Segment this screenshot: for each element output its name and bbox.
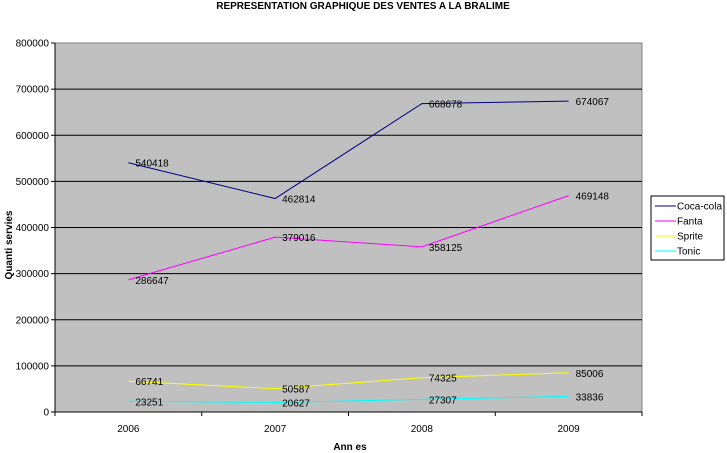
chart-title: REPRESENTATION GRAPHIQUE DES VENTES A LA… (216, 1, 510, 12)
x-tick-label: 2008 (411, 424, 434, 435)
x-tick-label: 2007 (264, 424, 287, 435)
x-tick-label: 2009 (558, 424, 581, 435)
legend-label: Fanta (677, 217, 703, 228)
data-label: 66741 (135, 377, 163, 388)
data-label: 50587 (282, 385, 310, 396)
y-tick-label: 0 (43, 408, 49, 419)
data-label: 462814 (282, 195, 316, 206)
y-tick-label: 300000 (16, 269, 50, 280)
data-label: 674067 (576, 97, 610, 108)
data-label: 469148 (576, 192, 610, 203)
data-label: 20627 (282, 398, 310, 409)
y-tick-label: 500000 (16, 177, 50, 188)
y-tick-label: 200000 (16, 315, 50, 326)
data-label: 379016 (282, 233, 316, 244)
y-tick-label: 700000 (16, 85, 50, 96)
y-tick-label: 100000 (16, 361, 50, 372)
data-label: 74325 (429, 374, 457, 385)
series-line-coca-cola (128, 100, 569, 200)
data-label: 33836 (576, 392, 604, 403)
legend (650, 195, 725, 261)
series-line-sprite (128, 372, 569, 390)
data-label: 23251 (135, 397, 163, 408)
legend-label: Coca-cola (677, 202, 722, 213)
data-label: 27307 (429, 395, 457, 406)
data-label: 358125 (429, 243, 463, 254)
y-tick-label: 800000 (16, 39, 50, 50)
legend-label: Tonic (677, 247, 700, 258)
y-tick-label: 400000 (16, 223, 50, 234)
x-tick-label: 2006 (117, 424, 140, 435)
x-axis-label: Ann es (333, 442, 367, 453)
data-label: 540418 (135, 159, 169, 170)
series-line-tonic (128, 395, 569, 403)
data-label: 85006 (576, 369, 604, 380)
data-label: 668678 (429, 100, 463, 111)
data-label: 286647 (135, 276, 169, 287)
series-line-fanta (128, 195, 569, 281)
y-tick-label: 600000 (16, 131, 50, 142)
y-axis-label: Quanti servies (4, 210, 15, 279)
legend-label: Sprite (677, 232, 704, 243)
